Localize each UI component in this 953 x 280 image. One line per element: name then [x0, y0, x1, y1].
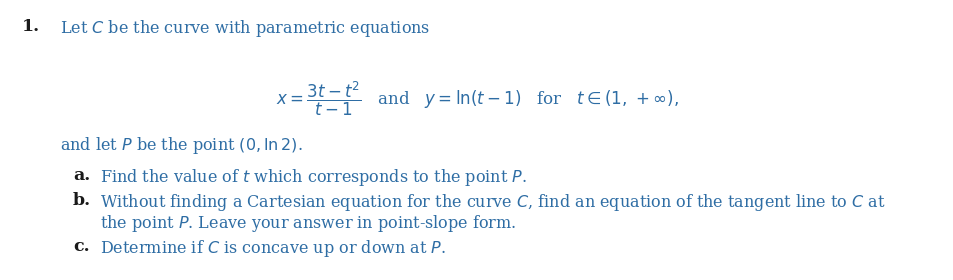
Text: 1.: 1. [22, 18, 40, 35]
Text: Determine if $C$ is concave up or down at $P$.: Determine if $C$ is concave up or down a… [100, 238, 446, 259]
Text: Without finding a Cartesian equation for the curve $C$, find an equation of the : Without finding a Cartesian equation for… [100, 192, 884, 213]
Text: the point $P$. Leave your answer in point-slope form.: the point $P$. Leave your answer in poin… [100, 213, 516, 234]
Text: b.: b. [73, 192, 91, 209]
Text: Let $C$ be the curve with parametric equations: Let $C$ be the curve with parametric equ… [60, 18, 430, 39]
Text: $x = \dfrac{3t - t^2}{t - 1}$   and   $y = \ln(t-1)$   for   $t \in (1,\,+\infty: $x = \dfrac{3t - t^2}{t - 1}$ and $y = \… [275, 80, 678, 118]
Text: a.: a. [73, 167, 91, 184]
Text: Find the value of $t$ which corresponds to the point $P$.: Find the value of $t$ which corresponds … [100, 167, 526, 188]
Text: c.: c. [73, 238, 90, 255]
Text: and let $P$ be the point $(0, \ln 2)$.: and let $P$ be the point $(0, \ln 2)$. [60, 135, 302, 156]
